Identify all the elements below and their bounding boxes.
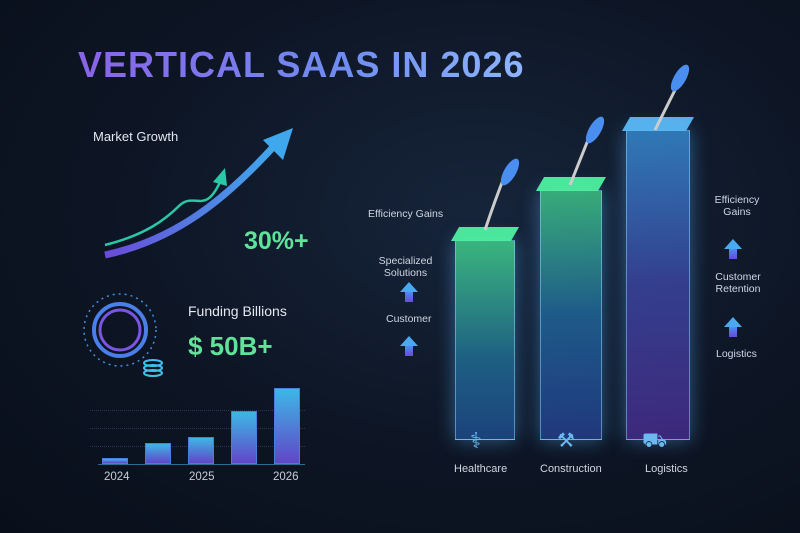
funding-coin-icon <box>83 293 163 377</box>
up-arrow-icon <box>724 317 742 337</box>
chart-bar <box>102 457 128 464</box>
chart-bar <box>231 410 257 464</box>
funding-bar-chart <box>90 380 305 465</box>
pillar-label-healthcare: Healthcare <box>454 463 508 475</box>
page-title: VERTICAL SAAS IN 2026 <box>78 44 525 85</box>
tick-label-2026: 2026 <box>273 471 299 483</box>
caduceus-icon: ⚕ <box>470 428 482 453</box>
chart-bar <box>188 436 214 464</box>
up-arrow-icon <box>400 336 418 356</box>
pillar-construction <box>535 177 607 440</box>
right-label-logistics: Logistics <box>716 348 757 360</box>
pillar-label-logistics: Logistics <box>645 463 688 475</box>
rocket-icons <box>483 64 690 231</box>
left-label-specialized: Specialized Solutions <box>378 255 433 279</box>
funding-value: $ 50B+ <box>188 331 273 361</box>
left-label-efficiency: Efficiency Gains <box>368 208 444 220</box>
growth-arrow-icon <box>104 128 293 259</box>
pillar-logistics <box>621 117 695 440</box>
pillar-healthcare <box>450 227 520 440</box>
chart-bar <box>145 442 171 464</box>
funding-label: Funding Billions <box>188 303 287 319</box>
tools-icon: ⚒ <box>557 430 575 452</box>
right-label-retention: Customer Retention <box>715 271 761 295</box>
market-growth-value: 30%+ <box>244 227 309 255</box>
up-arrow-icon <box>400 282 418 302</box>
left-label-customer: Customer <box>386 313 432 325</box>
truck-icon: ⛟ <box>642 430 668 452</box>
chart-bar <box>274 388 300 464</box>
up-arrow-icon <box>724 239 742 259</box>
market-growth-label: Market Growth <box>93 129 179 144</box>
pillar-label-construction: Construction <box>540 463 602 475</box>
tick-label-2024: 2024 <box>104 471 130 483</box>
right-label-efficiency: Efficiency Gains <box>714 194 760 218</box>
tick-label-2025: 2025 <box>189 471 215 483</box>
